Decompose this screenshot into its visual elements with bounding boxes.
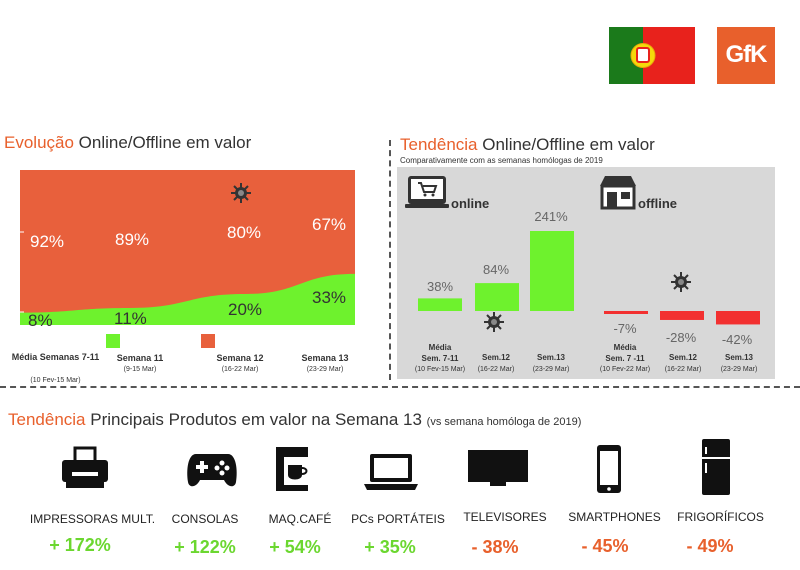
category-date-2: (9-15 Mar) — [123, 366, 157, 373]
bar-chart — [397, 167, 775, 379]
virus-icon — [484, 312, 504, 332]
bar-online-1 — [418, 298, 462, 311]
legend-offline: Offline — [218, 330, 267, 349]
bar-category-online-2: Sem.12 — [481, 353, 511, 362]
product-name-laptops: PCs PORTÁTEIS — [351, 512, 445, 526]
virus-icon — [671, 272, 691, 292]
bottom-panel-title: Tendência Principais Produtos em valor n… — [8, 410, 582, 429]
category-date-1: (10 Fev-15 Mar) — [30, 377, 81, 384]
bar-label-offline-3: -42% — [721, 332, 753, 347]
bar-online-3 — [530, 231, 574, 311]
bar-date-offline-2: (16-22 Mar) — [664, 366, 702, 373]
bar-label-online-2: 84% — [482, 262, 510, 277]
portugal-flag — [609, 27, 695, 84]
legend-swatch-online — [106, 334, 120, 348]
online-label-2: 11% — [114, 309, 147, 328]
product-value-tv: - 38% — [471, 537, 519, 557]
bar-offline-1 — [604, 311, 648, 314]
product-name-fridges: FRIGORÍFICOS — [677, 510, 764, 524]
laptop-icon — [364, 454, 418, 490]
bar-chart-background — [397, 167, 775, 379]
bar-category-offline-2: Sem.12 — [668, 353, 698, 362]
bar-online-2 — [475, 283, 519, 311]
product-value-fridges: - 49% — [686, 536, 734, 556]
bar-label-online-3: 241% — [534, 209, 568, 224]
fridge-icon — [702, 439, 730, 495]
offline-label-4: 67% — [312, 215, 347, 234]
bar-category-offline-3: Sem.13 — [724, 353, 754, 362]
right-panel-title: Tendência Online/Offline em valor — [400, 135, 655, 154]
gfk-logo: GfK — [717, 27, 775, 84]
bar-offline-2 — [660, 311, 704, 320]
category-label-3: Semana 12 — [216, 353, 264, 363]
bar-label-offline-1: -7% — [613, 321, 637, 336]
bar-date-online-1: (10 Fev-15 Mar) — [414, 366, 466, 373]
bar-label-offline-2: -28% — [665, 330, 697, 345]
store-icon — [600, 176, 636, 210]
shopping-cart-icon — [405, 176, 449, 208]
smartphone-icon — [597, 445, 621, 493]
gamepad-icon — [187, 454, 237, 487]
offline-label-3: 80% — [227, 223, 262, 242]
printer-icon — [62, 446, 108, 488]
coffee-machine-icon — [276, 447, 308, 491]
horizontal-divider — [0, 386, 800, 388]
offline-label-1: 92% — [30, 232, 65, 251]
category-date-4: (23-29 Mar) — [306, 366, 344, 373]
product-value-printers: + 172% — [49, 535, 111, 555]
product-value-consoles: + 122% — [174, 537, 236, 557]
legend-swatch-offline — [201, 334, 215, 348]
legend-online: Online — [123, 330, 173, 349]
product-name-tv: TELEVISORES — [463, 510, 547, 524]
virus-icon — [231, 183, 251, 203]
area-chart — [20, 170, 355, 325]
product-value-laptops: + 35% — [364, 537, 416, 557]
offline-label-2: 89% — [115, 230, 150, 249]
bar-category-online-1: Média Sem. 7-11 — [421, 343, 459, 363]
bar-date-offline-1: (10 Fev-22 Mar) — [599, 366, 651, 373]
online-area — [20, 273, 355, 325]
product-name-printers: IMPRESSORAS MULT. — [29, 512, 156, 526]
bar-date-online-3: (23-29 Mar) — [532, 366, 570, 373]
tv-icon — [468, 450, 528, 486]
category-label-1: Média Semanas 7-11 — [11, 352, 100, 362]
product-name-coffee: MAQ.CAFÉ — [268, 512, 332, 526]
online-label-3: 20% — [228, 300, 263, 319]
product-value-coffee: + 54% — [269, 537, 321, 557]
product-name-consoles: CONSOLAS — [171, 512, 239, 526]
bar-offline-3 — [716, 311, 760, 325]
category-date-3: (16-22 Mar) — [221, 366, 259, 373]
category-label-2: Semana 11 — [116, 353, 164, 363]
bar-category-online-3: Sem.13 — [536, 353, 566, 362]
product-value-smartphones: - 45% — [581, 536, 629, 556]
offline-group-label: offline — [638, 196, 677, 211]
vertical-divider — [389, 140, 391, 380]
online-group-label: online — [451, 196, 490, 211]
right-panel-subtitle: Comparativamente com as semanas homóloga… — [400, 156, 603, 165]
category-label-4: Semana 13 — [301, 353, 349, 363]
bar-label-online-1: 38% — [426, 279, 454, 294]
online-label-4: 33% — [312, 288, 347, 307]
left-panel-title: Evolução Online/Offline em valor — [4, 133, 252, 152]
product-name-smartphones: SMARTPHONES — [568, 510, 661, 524]
bar-category-offline-1: Média Sem. 7 -11 — [605, 343, 645, 363]
bar-date-online-2: (16-22 Mar) — [477, 366, 515, 373]
bar-date-offline-3: (23-29 Mar) — [720, 366, 758, 373]
online-label-1: 8% — [28, 311, 53, 330]
